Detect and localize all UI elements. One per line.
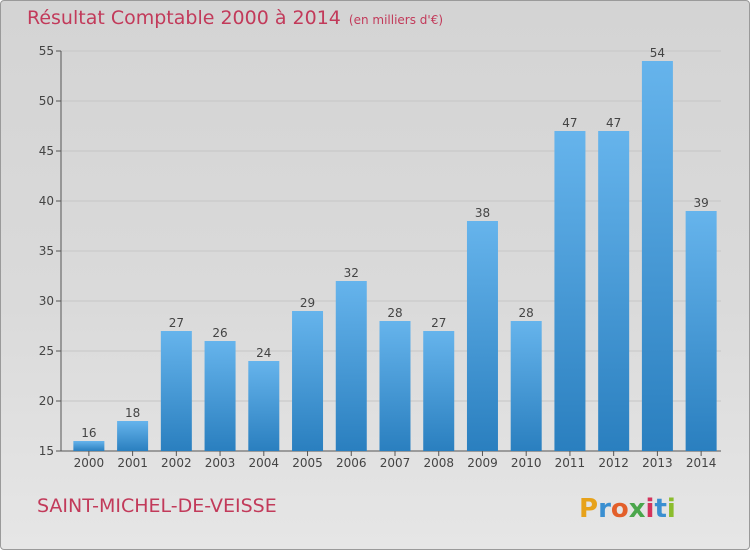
y-tick-label: 20 <box>39 394 54 408</box>
bar-2009 <box>466 221 498 451</box>
bar-2000 <box>73 441 105 451</box>
bar-2008 <box>423 331 455 451</box>
x-tick-label-2000: 2000 <box>74 456 105 470</box>
x-tick-label-2001: 2001 <box>117 456 148 470</box>
data-label-2013: 54 <box>650 46 665 60</box>
bar-2013 <box>641 61 673 451</box>
data-label-2003: 26 <box>212 326 227 340</box>
y-tick-label: 25 <box>39 344 54 358</box>
bar-2010 <box>510 321 542 451</box>
y-tick-label: 55 <box>39 44 54 58</box>
data-label-2000: 16 <box>81 426 96 440</box>
data-label-2014: 39 <box>693 196 708 210</box>
data-label-2001: 18 <box>125 406 140 420</box>
data-label-2012: 47 <box>606 116 621 130</box>
y-tick-label: 40 <box>39 194 54 208</box>
x-tick-label-2010: 2010 <box>511 456 542 470</box>
svg-text:Proxiti: Proxiti <box>579 494 676 524</box>
bars <box>73 61 717 451</box>
chart-title-text: Résultat Comptable 2000 à 2014 <box>27 7 341 29</box>
data-label-2002: 27 <box>169 316 184 330</box>
bar-2002 <box>160 331 192 451</box>
chart-unit-label: (en milliers d'€) <box>348 13 444 27</box>
bar-2011 <box>554 131 586 451</box>
data-label-2010: 28 <box>519 306 534 320</box>
bar-2014 <box>685 211 717 451</box>
x-tick-label-2002: 2002 <box>161 456 192 470</box>
bar-2001 <box>117 421 149 451</box>
x-tick-label-2009: 2009 <box>467 456 498 470</box>
x-tick-label-2003: 2003 <box>205 456 236 470</box>
x-tick-label-2007: 2007 <box>380 456 411 470</box>
chart-title: Résultat Comptable 2000 à 2014 (en millie… <box>27 7 443 29</box>
x-tick-label-2008: 2008 <box>423 456 454 470</box>
proxiti-logo-image: Proxiti <box>579 494 676 524</box>
y-tick-label: 15 <box>39 444 54 458</box>
data-label-2006: 32 <box>344 266 359 280</box>
bar-2004 <box>248 361 280 451</box>
x-tick-label-2005: 2005 <box>292 456 323 470</box>
data-label-2009: 38 <box>475 206 490 220</box>
bar-2012 <box>598 131 630 451</box>
data-label-2008: 27 <box>431 316 446 330</box>
data-label-2007: 28 <box>387 306 402 320</box>
y-tick-label: 50 <box>39 94 54 108</box>
bar-2006 <box>335 281 367 451</box>
x-tick-label-2014: 2014 <box>686 456 717 470</box>
data-label-2011: 47 <box>562 116 577 130</box>
bar-2005 <box>292 311 324 451</box>
y-tick-label: 30 <box>39 294 54 308</box>
bar-2007 <box>379 321 411 451</box>
bar-2003 <box>204 341 236 451</box>
labels: 15 20 25 30 35 40 45 50 55 16 2000 18 2001 27 2002 26 20… <box>39 44 717 470</box>
x-tick-label-2013: 2013 <box>642 456 673 470</box>
data-label-2005: 29 <box>300 296 315 310</box>
x-tick-label-2011: 2011 <box>555 456 586 470</box>
proxiti-logo[interactable]: Proxiti <box>579 489 689 530</box>
x-tick-label-2006: 2006 <box>336 456 367 470</box>
data-label-2004: 24 <box>256 346 271 360</box>
y-tick-label: 45 <box>39 144 54 158</box>
y-tick-label: 35 <box>39 244 54 258</box>
x-tick-label-2004: 2004 <box>249 456 280 470</box>
x-tick-label-2012: 2012 <box>598 456 629 470</box>
commune-name: SAINT-MICHEL-DE-VEISSE <box>37 495 277 517</box>
